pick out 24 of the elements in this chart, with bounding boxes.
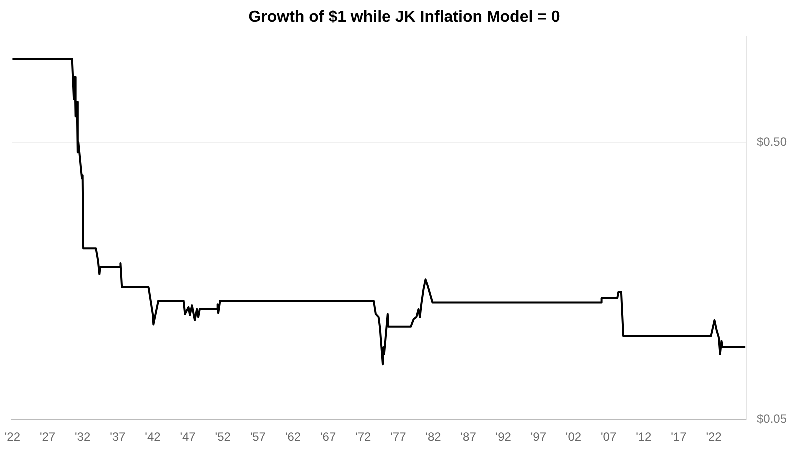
x-tick-label: '97 [530, 430, 547, 444]
x-tick-label: '72 [356, 430, 372, 444]
x-tick-label: '12 [636, 430, 652, 444]
x-tick-label: '82 [426, 430, 442, 444]
x-tick-label: '37 [110, 430, 126, 444]
x-tick-label: '32 [75, 430, 91, 444]
x-tick-label: '52 [215, 430, 232, 444]
x-tick-label: '02 [566, 430, 582, 444]
x-tick-label: '77 [390, 430, 407, 444]
x-tick-label: '92 [496, 430, 512, 444]
x-tick-label: '07 [600, 430, 617, 444]
x-tick-label: '67 [320, 430, 336, 444]
x-tick-label: '87 [460, 430, 477, 444]
chart-title: Growth of $1 while JK Inflation Model = 0 [248, 9, 560, 26]
y-tick-label: $0.50 [756, 134, 788, 149]
x-tick-label: '42 [145, 430, 162, 444]
x-tick-label: '22 [706, 430, 722, 444]
x-tick-label: '27 [40, 430, 56, 444]
x-tick-label: '57 [250, 430, 266, 444]
x-tick-label: '47 [180, 430, 196, 444]
y-tick-label: $0.05 [756, 412, 788, 426]
x-tick-label: '17 [671, 430, 688, 444]
x-tick-label: '22 [4, 430, 21, 444]
x-tick-label: '62 [285, 430, 302, 444]
